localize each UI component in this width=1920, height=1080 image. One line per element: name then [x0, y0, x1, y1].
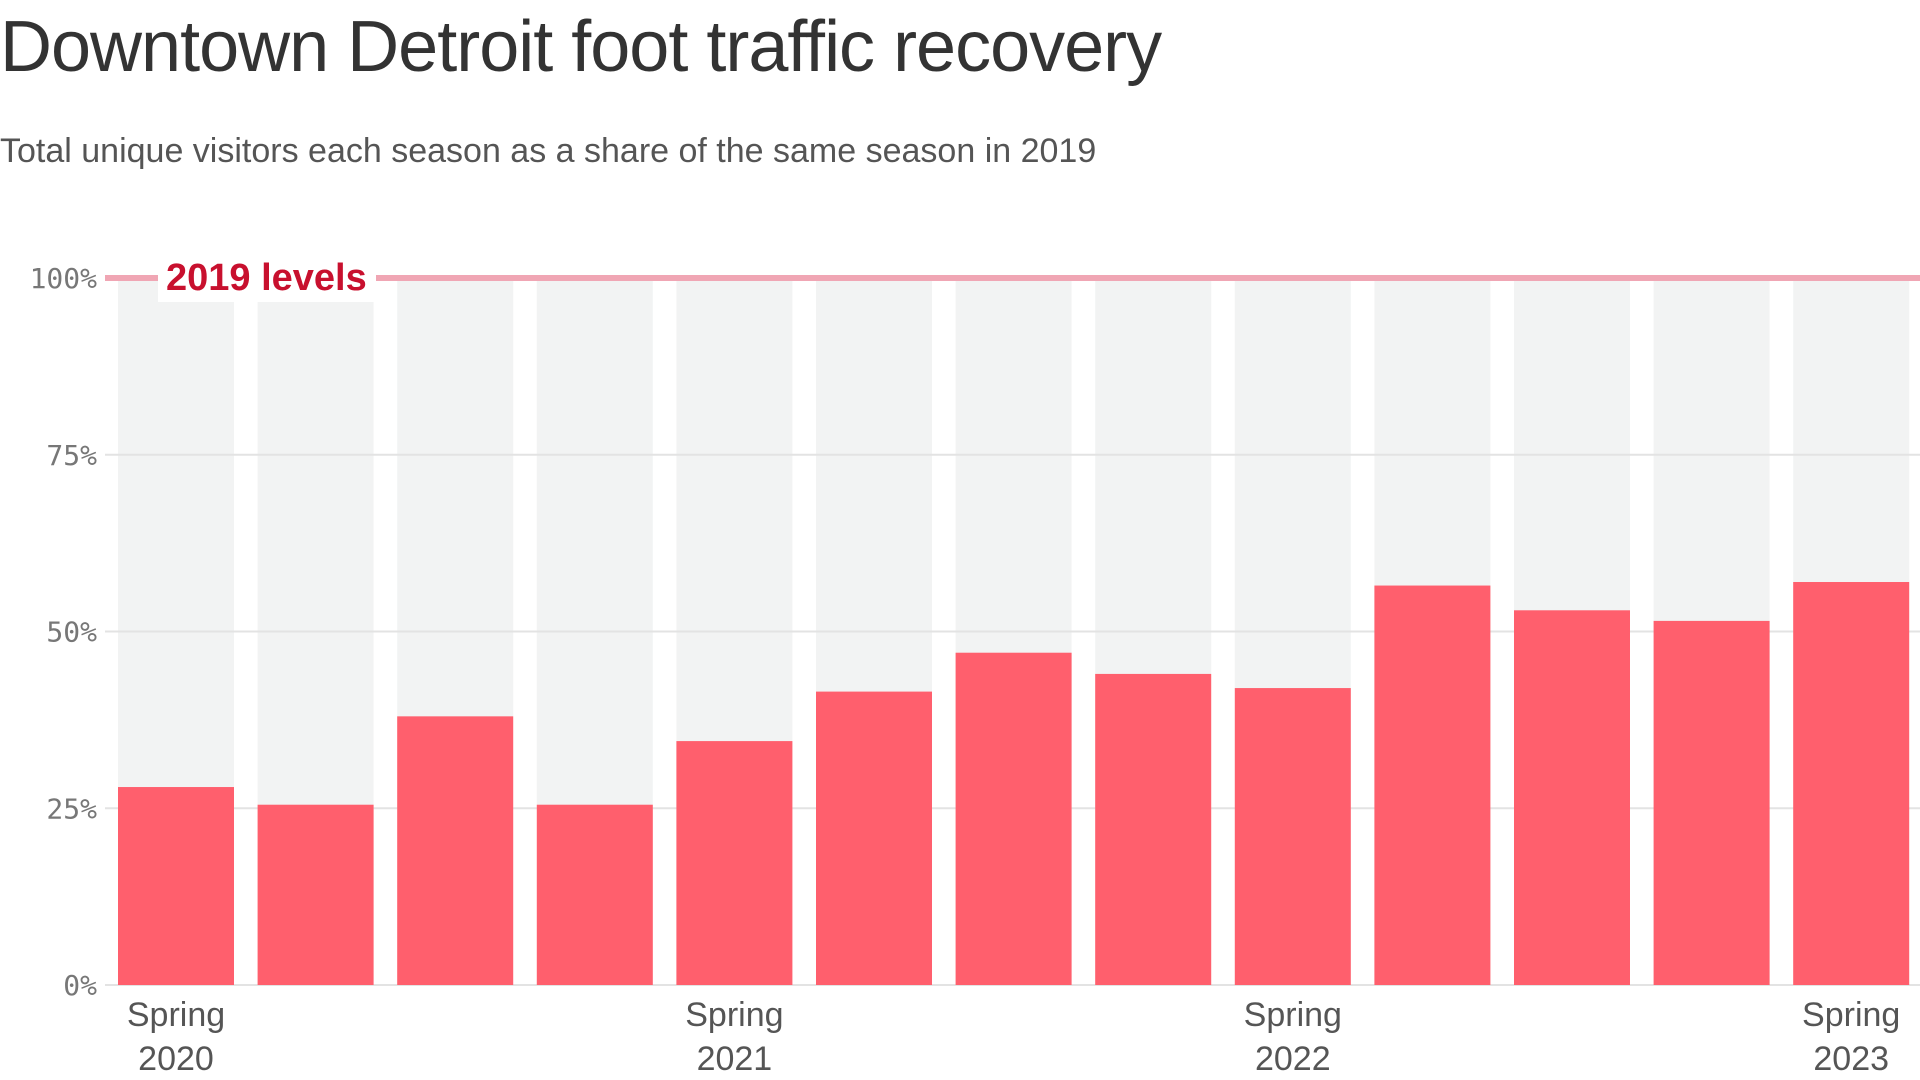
bar: [816, 691, 932, 985]
reference-label-background: [158, 254, 376, 302]
x-tick-label: 2021: [697, 1040, 773, 1078]
bar: [676, 741, 793, 985]
chart-title: Downtown Detroit foot traffic recovery: [0, 7, 1162, 87]
y-tick-label: 0%: [63, 969, 97, 1002]
x-tick-label: 2023: [1813, 1040, 1889, 1078]
x-tick-label: 2022: [1255, 1040, 1331, 1078]
x-tick-label: Spring: [1802, 996, 1900, 1034]
chart-subtitle: Total unique visitors each season as a s…: [0, 132, 1097, 170]
y-axis-ticks: 0% 25% 50% 75% 100%: [30, 262, 98, 1002]
y-tick-label: 100%: [30, 262, 98, 295]
bar: [955, 652, 1072, 985]
bar: [1374, 585, 1491, 985]
bar: [397, 716, 514, 985]
reference-line-label: 2019 levels: [166, 257, 367, 299]
y-tick-label: 75%: [46, 439, 97, 472]
x-tick-label: Spring: [127, 996, 225, 1034]
bar: [118, 787, 234, 985]
bar: [257, 804, 374, 985]
y-tick-label: 50%: [46, 616, 97, 649]
x-axis-ticks: Spring 2020 Spring 2021 Spring 2022 Spring 2023: [127, 996, 1900, 1078]
bar: [1514, 610, 1630, 985]
x-tick-label: Spring: [685, 996, 783, 1034]
bar: [1234, 688, 1351, 985]
x-tick-label: Spring: [1244, 996, 1342, 1034]
bar: [1653, 620, 1770, 985]
bar: [1793, 582, 1910, 985]
bar: [1095, 673, 1212, 985]
bars: [118, 582, 1910, 985]
bar: [536, 804, 653, 985]
reference-line-group: 2019 levels: [105, 254, 1920, 302]
x-tick-label: 2020: [138, 1040, 214, 1078]
y-tick-label: 25%: [46, 792, 97, 825]
